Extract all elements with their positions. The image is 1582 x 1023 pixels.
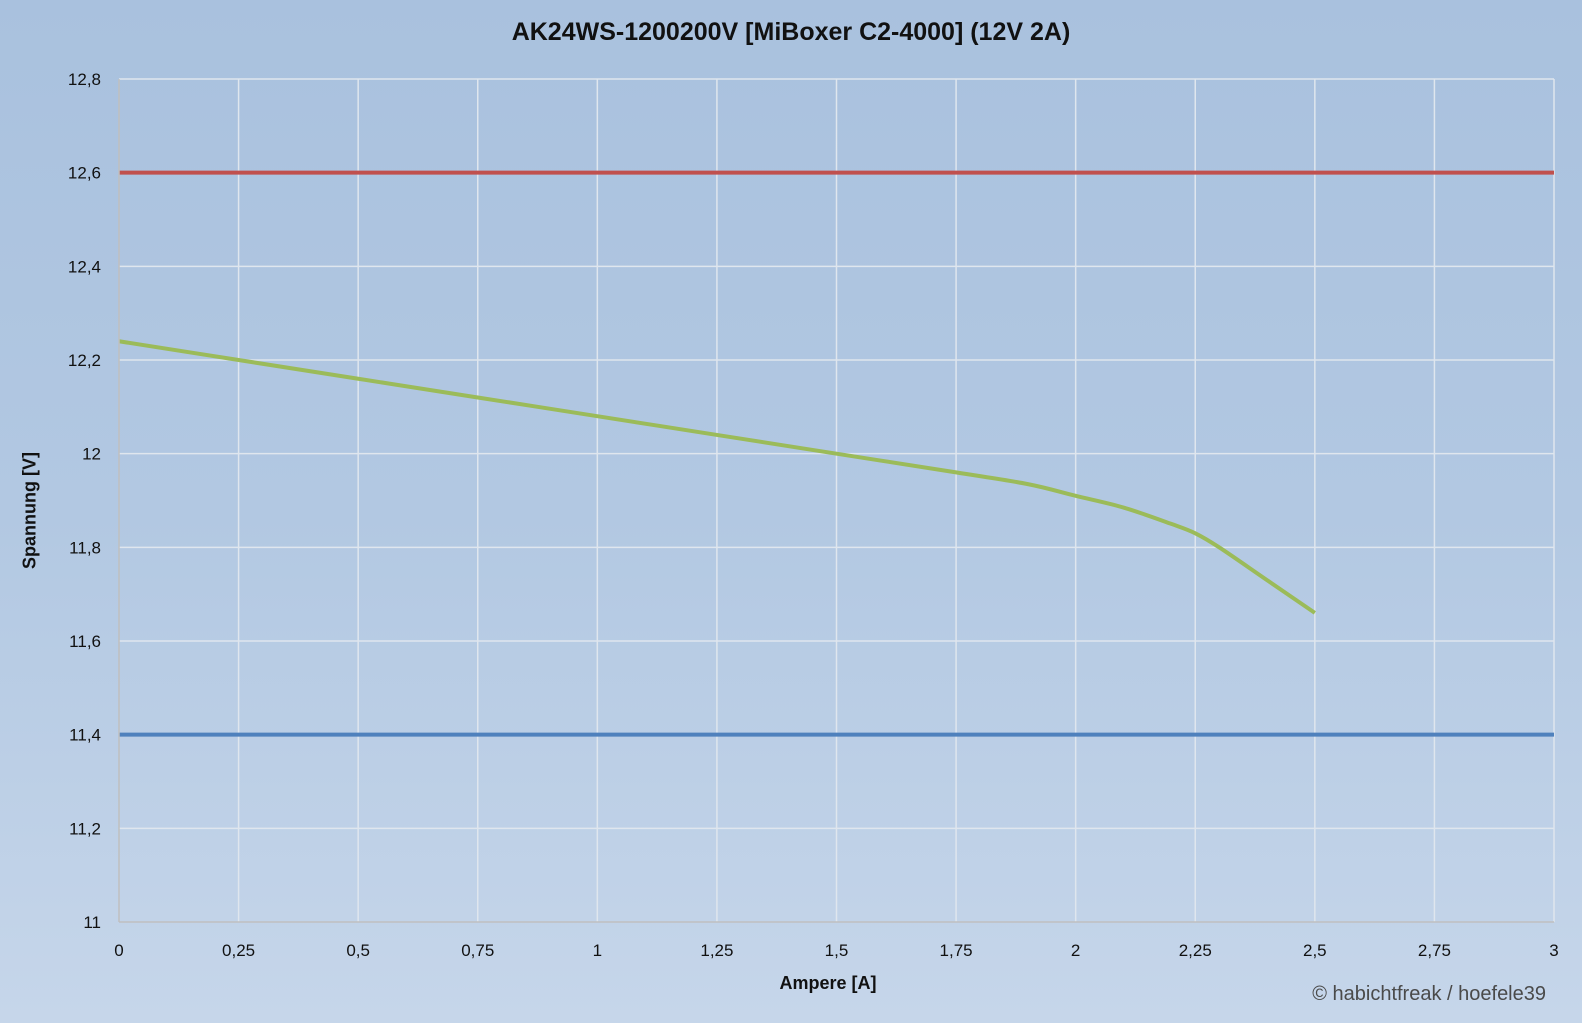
- y-tick-label: 11,2: [69, 819, 101, 838]
- y-tick-label: 12,2: [68, 351, 101, 370]
- x-tick-label: 3: [1549, 941, 1558, 960]
- axes: [118, 79, 1554, 923]
- x-tick-label: 1: [593, 941, 602, 960]
- x-tick-label: 2,75: [1418, 941, 1451, 960]
- y-axis-label: Spannung [V]: [19, 452, 40, 569]
- y-tick-label: 11,8: [69, 538, 101, 557]
- y-tick-label: 12: [82, 445, 101, 464]
- y-tick-label: 11: [83, 913, 101, 932]
- x-tick-label: 1,25: [700, 941, 733, 960]
- y-tick-label: 11,6: [69, 632, 101, 651]
- grid-lines: [119, 78, 1555, 922]
- x-tick-label: 0,5: [346, 941, 370, 960]
- x-tick-label: 0,25: [222, 941, 255, 960]
- x-tick-label: 2,25: [1179, 941, 1212, 960]
- series-line-1: [118, 339, 1316, 615]
- series-lines: [118, 170, 1554, 737]
- x-axis-label: Ampere [A]: [779, 973, 877, 993]
- y-tick-label: 12,4: [68, 257, 101, 276]
- x-tick-label: 1,75: [940, 941, 973, 960]
- x-tick-label: 0: [114, 941, 123, 960]
- tick-labels: 0 0,25 0,5 0,75 1 1,25 1,5 1,75 2 2,25 2,5 2,75 3 11 1…: [68, 70, 1559, 960]
- copyright-watermark: © habichtfreak / hoefele39: [1312, 983, 1546, 1005]
- x-tick-label: 0,75: [461, 941, 494, 960]
- y-tick-label: 12,8: [68, 70, 101, 89]
- y-tick-label: 12,6: [68, 164, 101, 183]
- x-tick-label: 2,5: [1303, 941, 1327, 960]
- x-tick-label: 1,5: [825, 941, 849, 960]
- y-tick-label: 11,4: [69, 726, 101, 745]
- x-tick-label: 2: [1071, 941, 1080, 960]
- chart-title: AK24WS-1200200V [MiBoxer C2-4000] (12V 2…: [511, 18, 1071, 46]
